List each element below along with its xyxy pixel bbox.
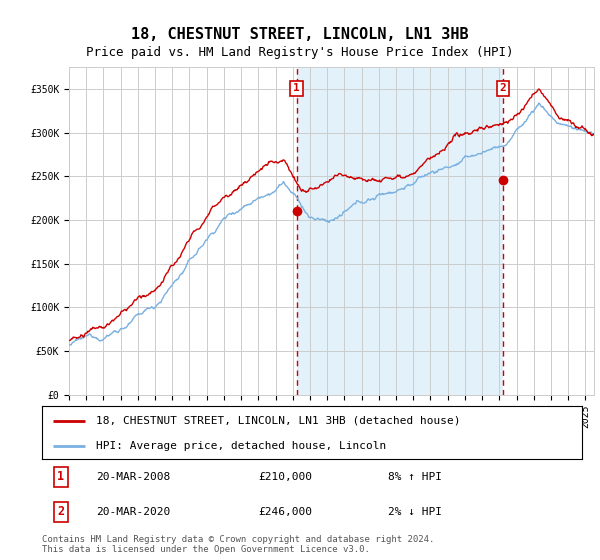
- Bar: [296, 67, 503, 395]
- Text: 1: 1: [58, 470, 64, 483]
- Text: 1: 1: [293, 83, 300, 94]
- Text: £246,000: £246,000: [258, 507, 312, 517]
- Text: 2% ↓ HPI: 2% ↓ HPI: [388, 507, 442, 517]
- Text: 20-MAR-2008: 20-MAR-2008: [96, 472, 170, 482]
- Text: HPI: Average price, detached house, Lincoln: HPI: Average price, detached house, Linc…: [96, 441, 386, 451]
- Text: Price paid vs. HM Land Registry's House Price Index (HPI): Price paid vs. HM Land Registry's House …: [86, 46, 514, 59]
- Text: 8% ↑ HPI: 8% ↑ HPI: [388, 472, 442, 482]
- Text: £210,000: £210,000: [258, 472, 312, 482]
- Text: 20-MAR-2020: 20-MAR-2020: [96, 507, 170, 517]
- Text: Contains HM Land Registry data © Crown copyright and database right 2024.
This d: Contains HM Land Registry data © Crown c…: [42, 535, 434, 554]
- Text: 18, CHESTNUT STREET, LINCOLN, LN1 3HB (detached house): 18, CHESTNUT STREET, LINCOLN, LN1 3HB (d…: [96, 416, 461, 426]
- Text: 2: 2: [58, 505, 64, 518]
- Text: 2: 2: [500, 83, 506, 94]
- Text: 18, CHESTNUT STREET, LINCOLN, LN1 3HB: 18, CHESTNUT STREET, LINCOLN, LN1 3HB: [131, 27, 469, 42]
